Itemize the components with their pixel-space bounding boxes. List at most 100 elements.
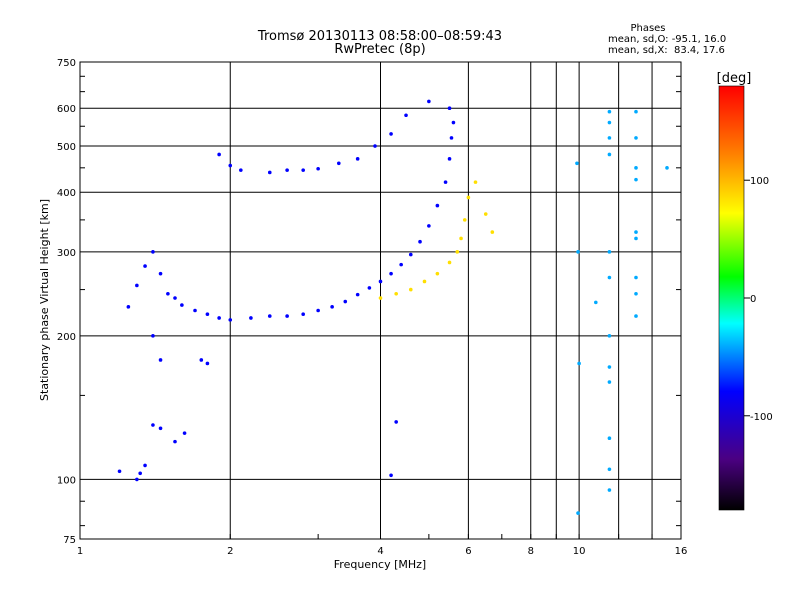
x-axis-ticks: 1 2 4 6 8 10 16 [77,534,687,557]
scatter-point [634,177,638,182]
scatter-point [447,106,452,111]
scatter-point [228,163,233,168]
scatter-point [166,291,170,296]
scatter-point [607,109,612,114]
scatter-point [607,467,612,472]
scatter-point [135,477,139,482]
scatter-point [151,250,155,254]
scatter-point [180,303,184,307]
scatter-point [634,109,638,114]
phase-stats-x: mean, sd,X: 83.4, 17.6 [608,45,725,56]
scatter-point [378,279,383,284]
scatter-point [228,318,233,322]
scatter-point [575,161,579,166]
scatter-point [135,283,139,288]
scatter-point [449,136,454,140]
colorbar-tick-label: 100 [750,176,769,187]
scatter-point [607,136,612,140]
scatter-point [634,136,638,140]
scatter-point [447,157,452,161]
scatter-point [404,113,408,118]
scatter-point [408,252,413,257]
scatter-point [378,296,383,300]
chart-title: Tromsø 20130113 08:58:00–08:59:43 [257,29,502,44]
y-tick-label: 400 [57,188,76,199]
scatter-point [422,279,427,284]
scatter-point [447,260,452,265]
scatter-point [394,420,398,424]
y-tick-label: 200 [57,332,76,343]
scatter-point [337,161,341,166]
scatter-point [576,511,580,515]
scatter-point [443,180,448,184]
colorbar-label: [deg] [717,71,752,86]
scatter-point [301,168,305,172]
scatter-point [665,166,669,170]
scatter-point [607,365,612,369]
scatter-point [466,195,471,200]
scatter-point [143,463,147,468]
scatter-point [483,212,488,216]
y-tick-label: 600 [57,104,76,115]
y-tick-label: 100 [57,475,76,486]
colorbar-tick-label: 0 [750,294,756,305]
scatter-point [285,168,289,172]
scatter-point [239,168,243,172]
scatter-point [607,334,612,338]
scatter-point [607,380,612,384]
colorbar-ticks: 100 0 -100 [744,176,773,423]
scatter-point [343,299,348,304]
scatter-point [634,314,638,318]
y-axis-ticks: 75 100 200 300 400 500 600 750 [57,58,681,546]
scatter-point [607,275,612,280]
y-axis-label: Stationary phase Virtual Height [km] [38,199,51,401]
scatter-point [389,473,393,478]
scatter-point [455,250,460,254]
scatter-point [435,203,440,208]
phase-stats-title: Phases [630,23,665,34]
scatter-point [217,316,221,320]
scatter-point [138,471,142,476]
scatter-point [389,271,393,276]
grid-lines [80,62,681,539]
scatter-point [151,423,155,427]
scatter-point [158,426,163,431]
scatter-point [577,361,581,366]
scatter-point [607,120,612,125]
scatter-point [205,312,210,316]
scatter-point [316,166,320,171]
scatter-point [205,361,210,366]
y-tick-label: 500 [57,142,76,153]
scatter-point [634,236,638,241]
scatter-point [173,439,177,444]
scatter-point [158,271,163,276]
x-tick-label: 2 [227,546,233,557]
scatter-point [462,218,467,222]
x-tick-label: 6 [465,546,471,557]
scatter-point [473,180,478,184]
scatter-point [389,132,393,136]
chart-subtitle: RwPretec (8p) [334,42,425,57]
scatter-point [217,152,221,157]
scatter-point [490,230,495,234]
scatter-point [427,224,431,228]
scatter-point [607,250,612,254]
scatter-point [634,230,638,234]
scatter-point [330,305,334,309]
scatter-point [408,287,413,292]
scatter-point [316,308,320,313]
scatter-point [607,488,612,492]
scatter-point [267,314,272,318]
scatter-point [151,334,155,338]
scatter-point [459,236,463,241]
scatter-point [576,250,580,254]
scatter-point [607,436,612,441]
scatter-point [173,296,177,300]
scatter-point [249,316,253,320]
x-tick-label: 1 [77,546,83,557]
scatter-point [193,308,197,313]
scatter-point [634,291,638,296]
x-tick-label: 8 [528,546,534,557]
colorbar [718,85,745,511]
scatter-point [451,120,456,125]
